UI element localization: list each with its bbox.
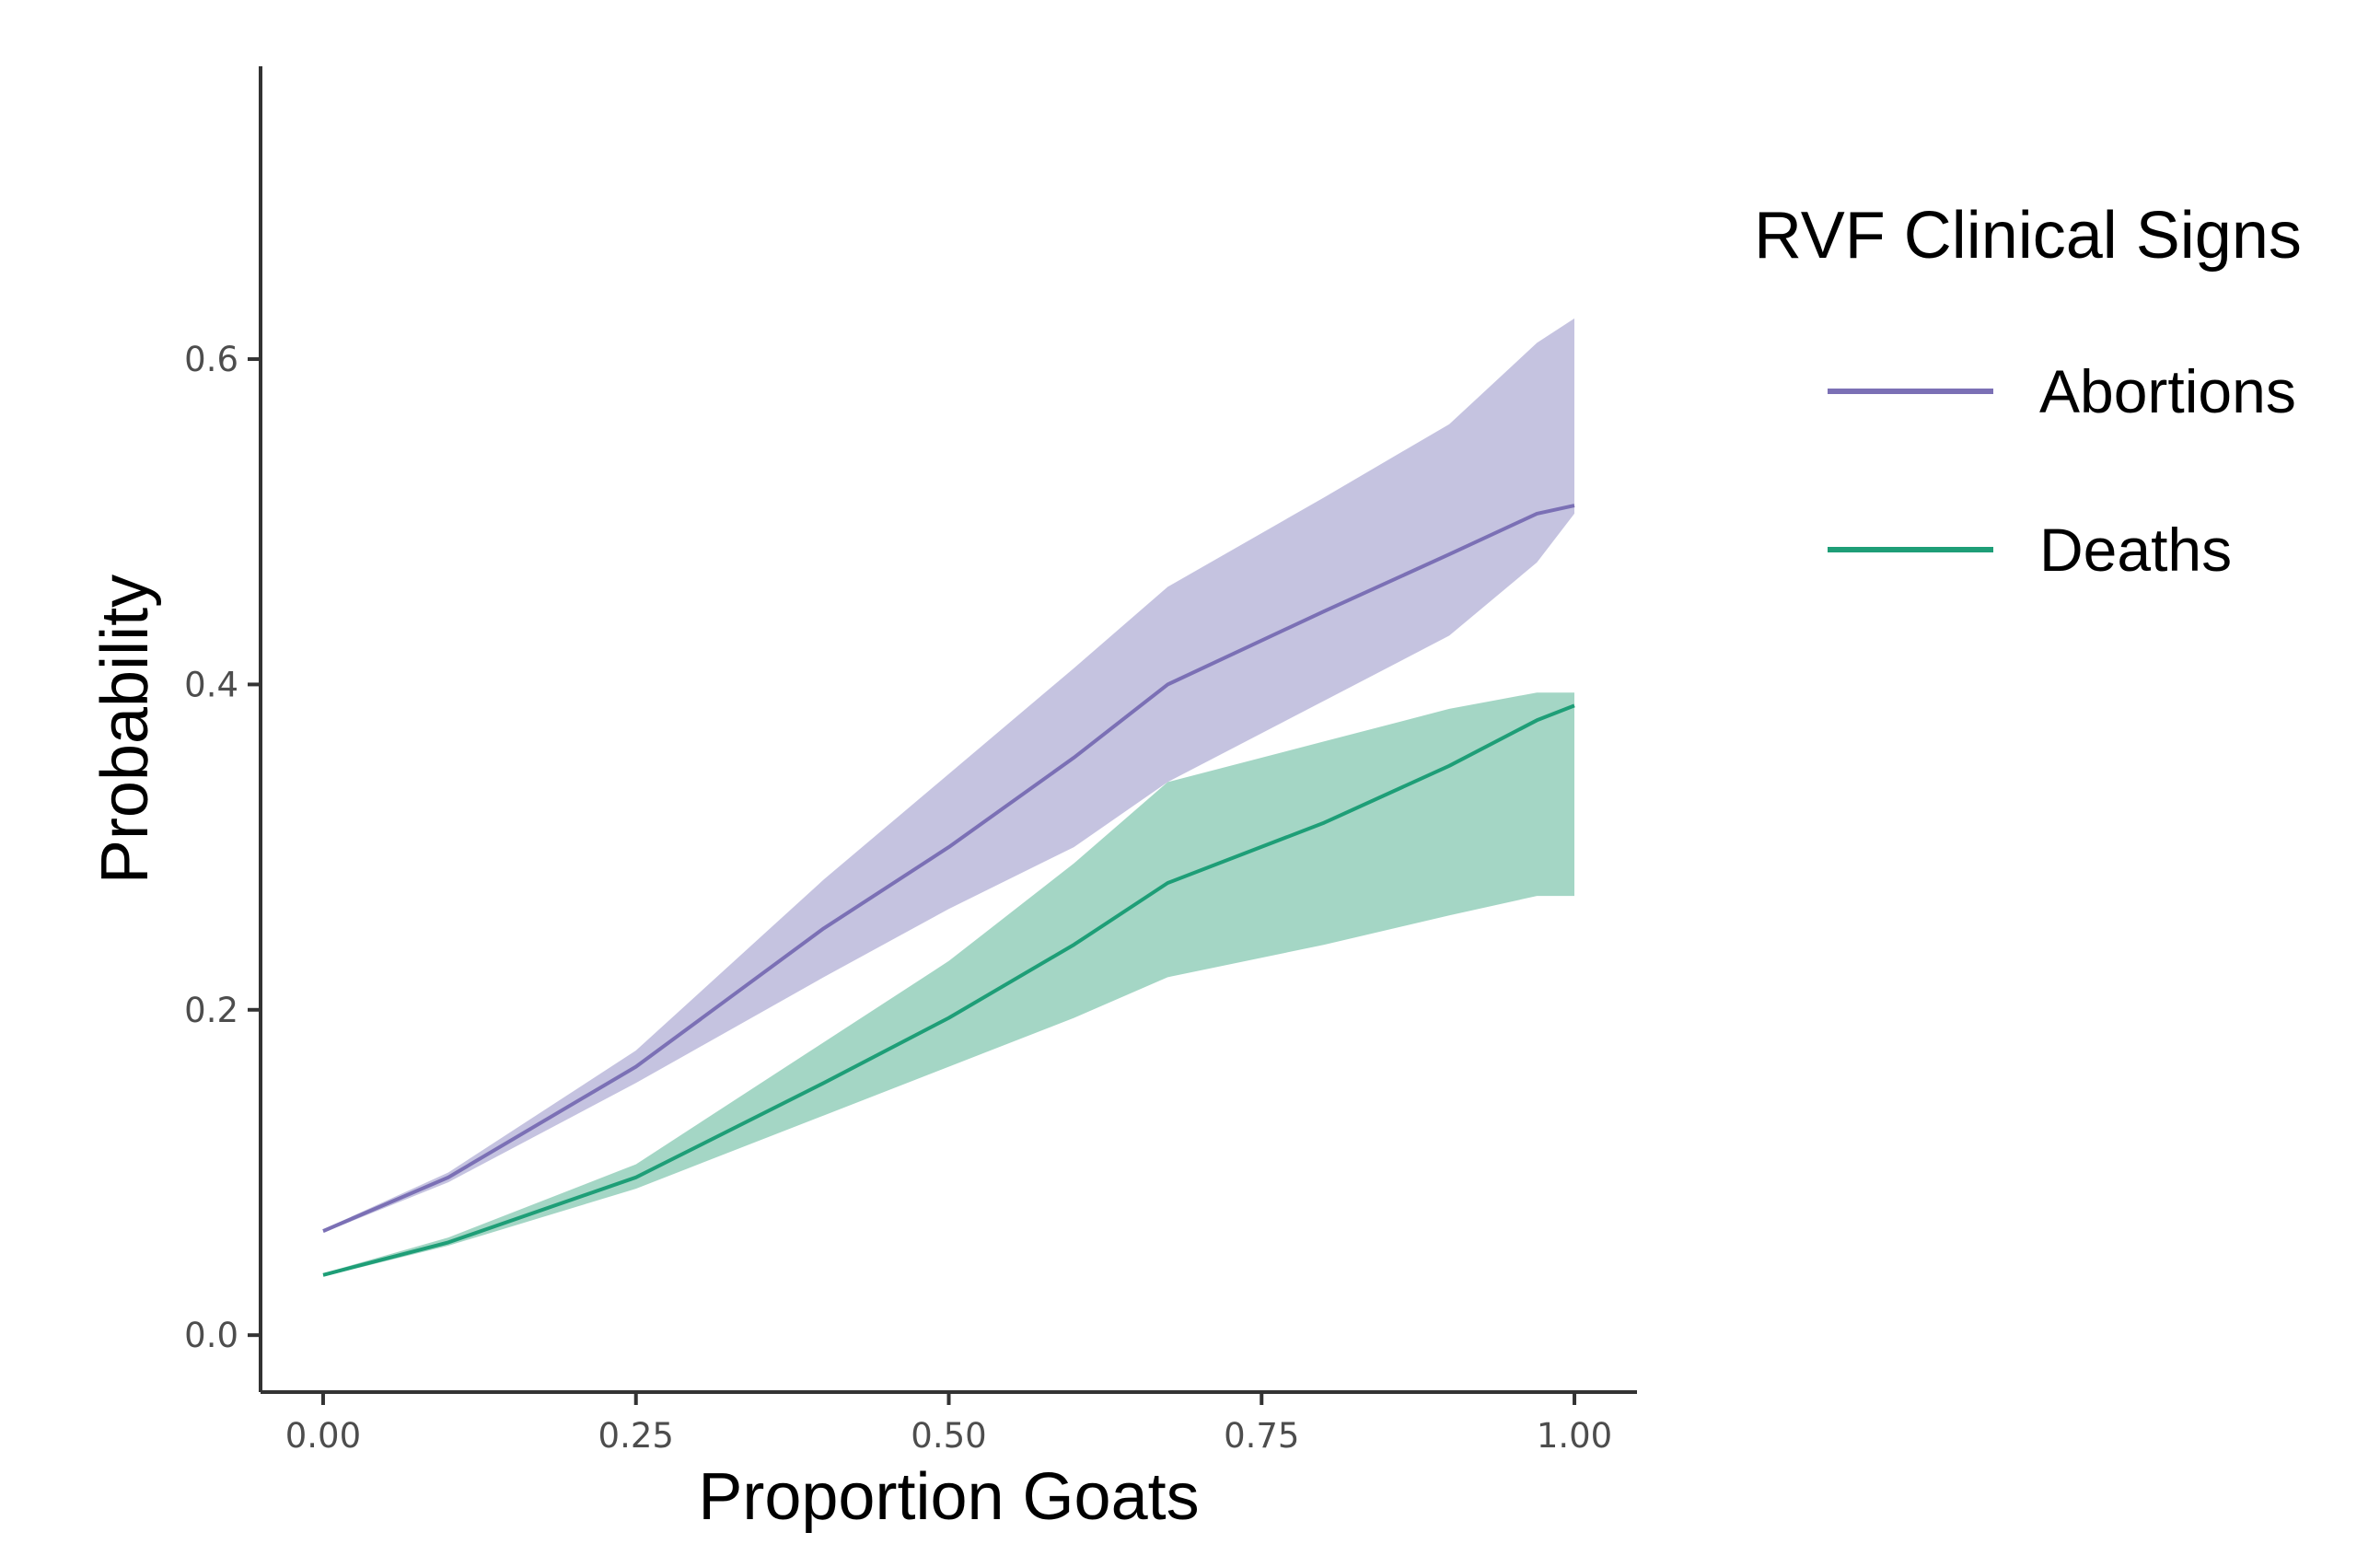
x-axis-ticks: 0.00 0.25 0.50 0.75 1.00 (285, 1392, 1612, 1456)
x-axis-title: Proportion Goats (698, 1460, 1199, 1534)
x-tick-label: 0.75 (1224, 1416, 1299, 1456)
x-tick-label: 0.25 (598, 1416, 674, 1456)
legend-label-abortions: Abortions (2039, 357, 2296, 425)
confidence-bands (323, 318, 1574, 1277)
abortions-confidence-band (323, 318, 1574, 1233)
legend-label-deaths: Deaths (2039, 516, 2232, 584)
x-tick-label: 1.00 (1537, 1416, 1612, 1456)
y-tick-label: 0.6 (184, 340, 238, 379)
y-tick-label: 0.4 (184, 665, 238, 704)
deaths-line (322, 703, 1575, 1277)
x-tick-label: 0.50 (911, 1416, 986, 1456)
legend: RVF Clinical Signs Abortions Deaths (1754, 199, 2302, 584)
y-axis-title: Probability (88, 575, 162, 884)
abortions-line (322, 504, 1575, 1233)
series-lines (322, 504, 1575, 1277)
y-tick-label: 0.2 (184, 991, 238, 1030)
x-tick-label: 0.00 (285, 1416, 361, 1456)
y-axis-ticks: 0.0 0.2 0.4 0.6 (184, 340, 261, 1355)
legend-items: Abortions Deaths (1828, 357, 2296, 584)
y-tick-label: 0.0 (184, 1316, 238, 1355)
deaths-confidence-band (323, 692, 1574, 1277)
legend-title: RVF Clinical Signs (1754, 199, 2302, 273)
